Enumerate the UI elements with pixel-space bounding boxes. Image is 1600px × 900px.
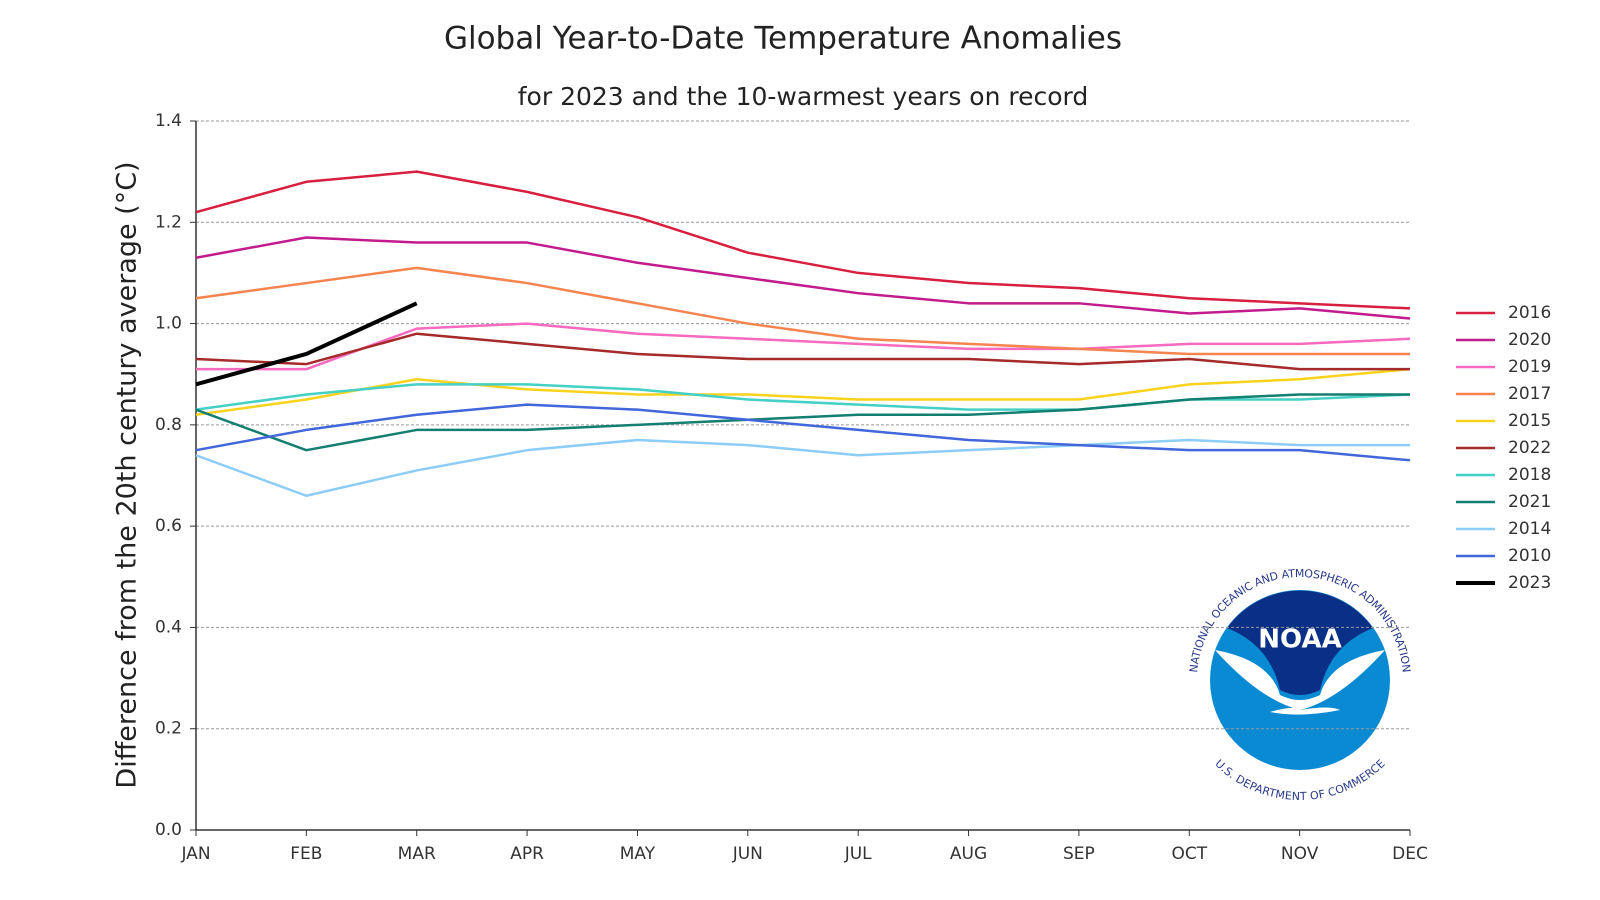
y-tick-label: 0.0 [155, 820, 182, 840]
x-tick-label: DEC [1392, 844, 1428, 864]
x-tick-label: JAN [180, 844, 210, 864]
noaa-logo: NOAA NATIONAL OCEANIC AND ATMOSPHERIC AD… [1187, 567, 1413, 803]
y-tick-label: 0.2 [155, 719, 182, 739]
legend-label: 2019 [1508, 357, 1551, 377]
legend-label: 2021 [1508, 492, 1551, 512]
legend-label: 2018 [1508, 465, 1551, 485]
chart-subtitle: for 2023 and the 10-warmest years on rec… [518, 82, 1088, 111]
series-line [195, 438, 1410, 498]
series-line [195, 301, 418, 387]
legend-label: 2022 [1508, 438, 1551, 458]
x-tick-label: JUN [732, 844, 763, 864]
x-tick-label: AUG [950, 844, 987, 864]
legend-label: 2010 [1508, 546, 1551, 566]
chart-title: Global Year-to-Date Temperature Anomalie… [444, 21, 1122, 57]
y-tick-label: 0.6 [155, 516, 182, 536]
legend-label: 2014 [1508, 519, 1551, 539]
series-line [195, 170, 1411, 310]
x-tick-label: APR [510, 844, 544, 864]
series-line [195, 266, 1410, 356]
legend-label: 2017 [1508, 384, 1551, 404]
x-tick-label: NOV [1281, 844, 1319, 864]
x-tick-label: FEB [290, 844, 322, 864]
legend-label: 2016 [1508, 303, 1551, 323]
x-tick-label: MAY [620, 844, 656, 864]
logo-name: NOAA [1258, 625, 1341, 655]
y-tick-label: 1.0 [155, 314, 182, 334]
y-tick-label: 0.8 [155, 415, 182, 435]
x-tick-label: MAR [398, 844, 436, 864]
x-tick-label: OCT [1171, 844, 1207, 864]
series-line [195, 236, 1411, 320]
y-tick-label: 0.4 [155, 617, 182, 637]
logo-top [1227, 590, 1373, 695]
y-axis-label: Difference from the 20th century average… [112, 161, 143, 788]
y-tick-label: 1.2 [155, 212, 182, 232]
x-tick-label: JUL [844, 844, 872, 864]
series-line [195, 367, 1411, 416]
legend-label: 2023 [1508, 573, 1551, 593]
legend-label: 2015 [1508, 411, 1551, 431]
series-line [195, 393, 1410, 452]
series-line [195, 403, 1411, 462]
series-line [195, 332, 1410, 371]
series-line [196, 322, 1411, 371]
x-tick-label: SEP [1063, 844, 1095, 864]
logo-bird [1215, 650, 1385, 715]
legend-label: 2020 [1508, 330, 1551, 350]
y-tick-label: 1.4 [155, 111, 182, 131]
